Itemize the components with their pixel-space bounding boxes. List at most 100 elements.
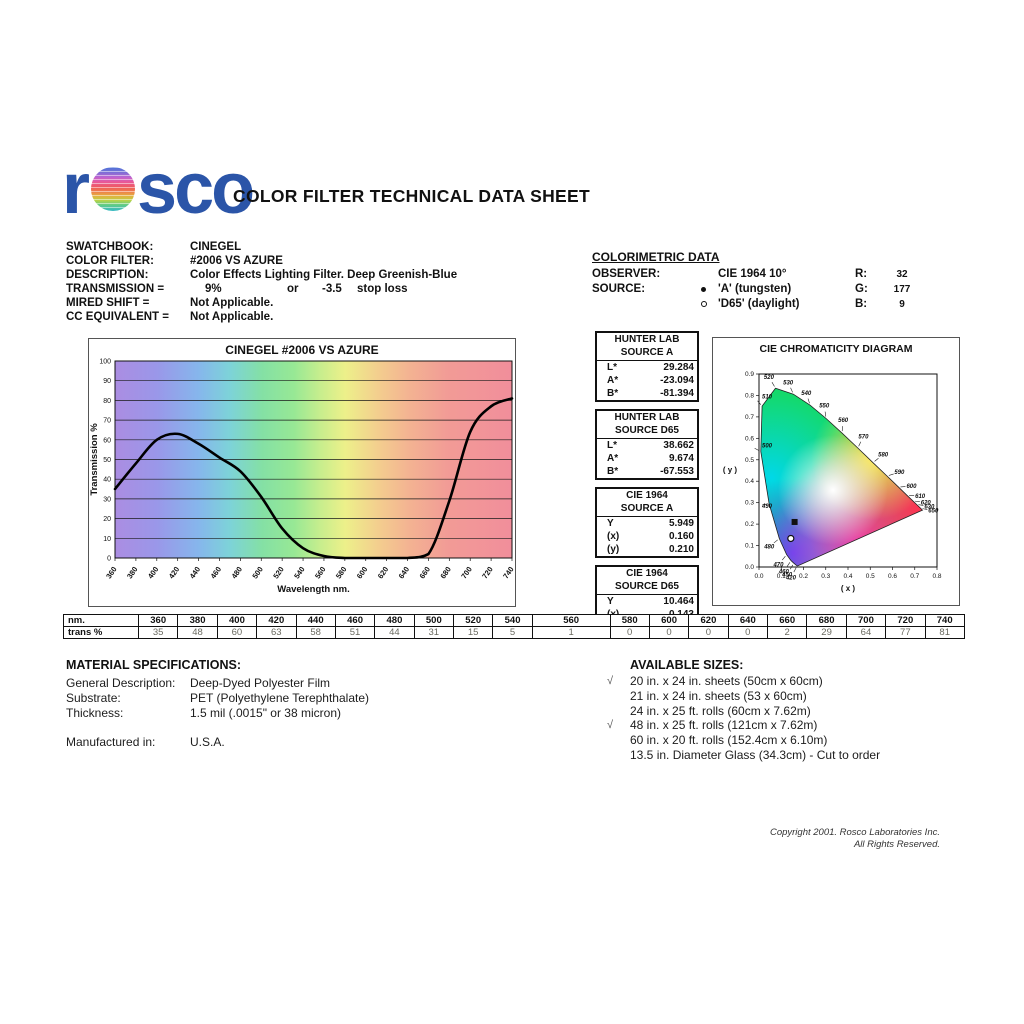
label-leader: [824, 411, 827, 417]
trans-value-cell: 31: [415, 627, 454, 638]
cie-wavelength-label: 650: [928, 509, 939, 515]
stat-table-row: Y 5.949: [597, 517, 697, 530]
x-tick-label: 540: [292, 565, 307, 580]
filter-info-value: CINEGEL: [190, 241, 242, 253]
x-tick-label: 0.1: [777, 573, 786, 580]
x-axis-label: Wavelength nm.: [277, 584, 350, 595]
nm-cell: 460: [335, 615, 376, 627]
nm-cell: 420: [257, 615, 297, 627]
label-leader: [754, 447, 760, 451]
label-leader: [771, 382, 775, 387]
available-sizes-heading: AVAILABLE SIZES:: [630, 658, 744, 672]
filter-info-row: CC EQUIVALENT = Not Applicable.: [66, 311, 586, 325]
x-tick-label: 700: [459, 565, 474, 580]
nm-cell: 740: [925, 615, 964, 627]
observer-value: CIE 1964 10°: [718, 268, 787, 280]
trans-value-cell: 0: [611, 627, 650, 638]
label-leader: [757, 400, 762, 405]
transmission-table-nm-row: nm. 360 380 400 420 440 460 480 500 520 540 560 580 6…: [64, 615, 964, 627]
label-leader: [762, 503, 768, 506]
colorimetric-heading: COLORIMETRIC DATA: [592, 250, 720, 264]
filter-info-row: SWATCHBOOK: CINEGEL: [66, 241, 586, 255]
stat-row-label: L*: [607, 440, 617, 451]
source-a-point: [791, 518, 798, 525]
filter-info-value: Not Applicable.: [190, 311, 274, 323]
x-tick-label: 600: [355, 565, 370, 580]
y-tick-label: 0.8: [745, 392, 754, 399]
trans-value-cell: 1: [533, 627, 611, 638]
stat-table-row: Y 10.464: [597, 595, 697, 608]
x-tick-label: 0.3: [821, 573, 830, 580]
label-leader: [888, 473, 894, 476]
spectral-chart-svg: 0 10 20 30 40 50 60 70 80 90 100 360 380 400 420 440 460…: [89, 359, 516, 596]
observer-row: OBSERVER: CIE 1964 10° R: 32: [592, 268, 972, 283]
source-d65-point: [787, 534, 795, 543]
stat-table-title: HUNTER LAB: [614, 334, 680, 345]
trans-value-cell: 35: [139, 627, 179, 638]
trans-value-cell: 29: [807, 627, 847, 638]
material-spec-label: General Description:: [66, 676, 176, 690]
x-tick-label: 400: [146, 565, 161, 580]
b-label: B:: [855, 298, 868, 310]
material-specifications-block: MATERIAL SPECIFICATIONS: General Descrip…: [66, 658, 369, 750]
available-size-item: 13.5 in. Diameter Glass (34.3cm) - Cut t…: [607, 748, 880, 763]
stat-table-subtitle: SOURCE A: [620, 503, 674, 514]
material-spec-value: 1.5 mil (.0015" or 38 micron): [190, 706, 341, 720]
transmission-table: nm. 360 380 400 420 440 460 480 500 520 540 560 580 6…: [63, 614, 965, 639]
manufactured-label: Manufactured in:: [66, 735, 156, 749]
y-tick-label: 20: [103, 516, 111, 523]
y-tick-label: 50: [103, 457, 111, 464]
filter-info-row: COLOR FILTER: #2006 VS AZURE: [66, 255, 586, 269]
colorimetric-tables-column: HUNTER LAB SOURCE A L* 29.284 A* -23.094 B* -81…: [595, 331, 699, 643]
cie-wavelength-label: 480: [763, 545, 775, 551]
trans-value-cell: 64: [847, 627, 887, 638]
cie-wavelength-label: 610: [915, 494, 926, 500]
y-tick-label: 100: [99, 359, 111, 366]
label-leader: [914, 500, 920, 503]
label-leader: [874, 458, 879, 462]
filter-info-label: SWATCHBOOK:: [66, 241, 154, 253]
available-sizes-list: √ 20 in. x 24 in. sheets (50cm x 60cm) 21 …: [607, 674, 880, 763]
available-size-text: 20 in. x 24 in. sheets (50cm x 60cm): [630, 674, 823, 688]
label-leader: [781, 555, 786, 561]
stat-row-value: 29.284: [663, 362, 694, 373]
material-spec-value: Deep-Dyed Polyester Film: [190, 676, 331, 690]
filter-info-label: TRANSMISSION =: [66, 283, 165, 295]
spectral-locus-outline: [760, 387, 924, 567]
x-tick-label: 620: [376, 565, 391, 580]
b-value: 9: [899, 299, 905, 310]
stat-row-value: 0.210: [668, 544, 694, 555]
stat-table-row: A* 9.674: [597, 452, 697, 465]
y-axis-label: Transmission %: [89, 423, 100, 496]
x-tick-label: 420: [167, 565, 182, 580]
y-tick-label: 60: [103, 437, 111, 444]
cie-wavelength-label: 420: [785, 575, 797, 581]
x-tick-label: 0.7: [910, 573, 919, 580]
cie-diagram-title: CIE CHROMATICITY DIAGRAM: [759, 343, 913, 355]
stat-table-subtitle: SOURCE A: [620, 347, 674, 358]
x-tick-label: 640: [397, 565, 412, 580]
transmission-curve: [113, 397, 514, 560]
nm-cell: 480: [375, 615, 415, 627]
nm-cell: 400: [217, 615, 258, 627]
filter-info-value: Not Applicable.: [190, 297, 274, 309]
trans-value-cell: 0: [729, 627, 769, 638]
cie-wavelength-label: 600: [906, 484, 917, 490]
label-leader: [793, 567, 797, 573]
material-spec-row: Thickness: 1.5 mil (.0015" or 38 micron): [66, 706, 341, 721]
g-label: G:: [855, 283, 868, 295]
x-tick-label: 380: [125, 565, 140, 580]
x-tick-label: 680: [438, 565, 453, 580]
plot-border: [114, 360, 513, 559]
cie-wavelength-label: 470: [772, 563, 784, 569]
available-size-text: 60 in. x 20 ft. rolls (152.4cm x 6.10m): [630, 733, 828, 748]
stat-table-row: B* -67.553: [597, 465, 697, 478]
stat-row-label: A*: [607, 375, 619, 386]
nm-header-cell: nm.: [64, 615, 139, 627]
manufactured-row: Manufactured in: U.S.A.: [66, 735, 241, 750]
stat-row-label: Y: [607, 518, 614, 529]
stat-row-label: B*: [607, 388, 619, 399]
y-tick-label: 90: [103, 378, 111, 385]
x-axis-label: ( x ): [841, 584, 856, 593]
label-leader: [918, 504, 924, 506]
